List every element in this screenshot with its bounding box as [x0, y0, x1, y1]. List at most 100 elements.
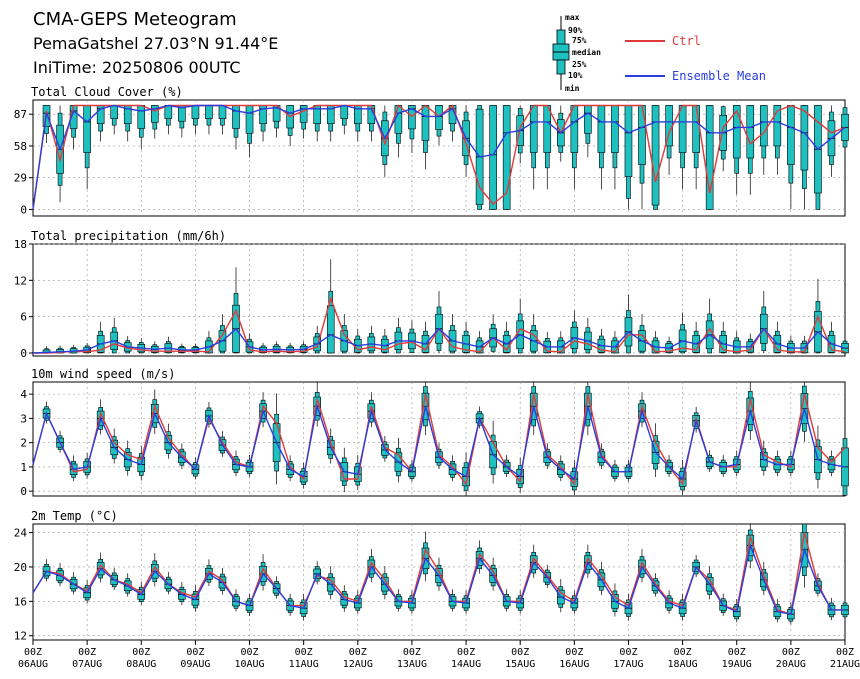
panel-title: Total Cloud Cover (%) — [31, 85, 183, 99]
ensemble-box — [164, 105, 173, 135]
box-inner — [692, 105, 700, 153]
y-tick-label: 0 — [20, 203, 27, 216]
panel-3: 2m Temp (°C) 12 16 20 24 — [14, 509, 849, 643]
ensemble-box — [705, 105, 714, 210]
ensemble-box — [408, 320, 416, 353]
ensemble-box — [705, 298, 714, 354]
init-time-label: IniTime: 20250806 00UTC — [33, 58, 241, 77]
ensemble-box — [272, 393, 281, 485]
ensemble-box — [259, 105, 267, 142]
box-inner — [435, 105, 443, 130]
ensemble-box — [841, 417, 849, 496]
legend-mean-label: Ensemble Mean — [672, 69, 766, 83]
panel-title: 2m Temp (°C) — [31, 509, 118, 523]
location-label: PemaGatshel 27.03°N 91.44°E — [33, 34, 278, 53]
ensemble-box — [56, 105, 64, 203]
x-tick-hour: 00Z — [619, 647, 637, 658]
x-tick-date: 06AUG — [18, 659, 48, 670]
y-tick-label: 24 — [14, 527, 28, 540]
ensemble-box — [556, 455, 565, 482]
x-tick-date: 17AUG — [613, 659, 643, 670]
ensemble-box — [759, 105, 768, 175]
x-tick-date: 20AUG — [776, 659, 806, 670]
panel-title: 10m wind speed (m/s) — [31, 367, 176, 381]
ensemble-box — [814, 425, 822, 489]
box-inner — [543, 105, 552, 153]
ensemble-box — [435, 105, 443, 146]
legend-p90: 90% — [568, 26, 583, 35]
ensemble-box — [367, 325, 376, 354]
ensemble-mean-line — [32, 543, 845, 616]
ensemble-box — [435, 290, 443, 353]
y-tick-label: 0 — [20, 347, 27, 360]
ensemble-box — [353, 105, 362, 142]
ensemble-box — [421, 531, 430, 582]
legend-ctrl-label: Ctrl — [672, 34, 701, 48]
ensemble-box — [123, 335, 132, 354]
panel-frame — [32, 99, 846, 217]
ensemble-box — [272, 105, 281, 138]
ensemble-box — [611, 105, 619, 190]
x-tick-hour: 00Z — [403, 647, 421, 658]
x-tick-hour: 00Z — [186, 647, 204, 658]
box-inner — [624, 105, 633, 177]
y-tick-label: 20 — [14, 561, 27, 574]
x-tick-hour: 00Z — [241, 647, 259, 658]
y-tick-label: 3 — [20, 412, 27, 425]
legend-max: max — [565, 13, 580, 22]
x-tick-date: 08AUG — [126, 659, 156, 670]
x-tick-date: 10AUG — [234, 659, 264, 670]
legend-min: min — [565, 83, 580, 93]
ensemble-box — [394, 318, 403, 354]
x-tick-date: 11AUG — [289, 659, 319, 670]
x-tick-date: 07AUG — [72, 659, 102, 670]
box-inner — [705, 105, 714, 210]
ensemble-box — [624, 294, 633, 354]
ensemble-box — [83, 105, 91, 190]
box-inner — [137, 105, 146, 129]
box-inner — [164, 105, 173, 119]
ensemble-box — [651, 105, 660, 210]
box-inner — [421, 105, 430, 141]
box-inner — [245, 105, 254, 134]
y-tick-label: 58 — [14, 140, 27, 153]
x-tick-hour: 00Z — [457, 647, 475, 658]
ensemble-mean-line — [32, 327, 846, 354]
ensemble-box — [841, 335, 849, 354]
panel-title: Total precipitation (mm/6h) — [31, 229, 226, 243]
ensemble-box — [638, 314, 646, 354]
ensemble-box — [773, 321, 782, 354]
box-inner — [787, 105, 795, 165]
ensemble-box — [651, 423, 660, 477]
x-tick-hour: 00Z — [24, 647, 42, 658]
ensemble-mean-line — [32, 403, 846, 481]
ensemble-box — [787, 105, 795, 210]
ensemble-box — [732, 331, 741, 354]
ensemble-box — [232, 105, 240, 150]
box-inner — [800, 105, 809, 171]
ensemble-box — [570, 105, 579, 190]
legend-p25: 25% — [572, 60, 587, 69]
panels: Total Cloud Cover (%) 0 29 58 87 Total precip… — [14, 85, 849, 643]
y-tick-label: 1 — [20, 461, 27, 474]
ensemble-box — [678, 105, 687, 190]
y-tick-label: 87 — [14, 108, 27, 121]
ensemble-box — [759, 290, 768, 353]
ensemble-box — [746, 105, 755, 195]
ensemble-mean-line — [32, 104, 846, 210]
y-tick-label: 16 — [14, 595, 27, 608]
x-tick-date: 12AUG — [343, 659, 373, 670]
y-tick-label: 6 — [20, 311, 27, 324]
y-tick-label: 18 — [14, 238, 27, 251]
box-inner — [151, 105, 159, 123]
ensemble-box — [732, 105, 741, 195]
x-tick-hour: 00Z — [728, 647, 746, 658]
box-inner — [83, 105, 91, 153]
box-inner — [678, 105, 687, 153]
ensemble-box — [313, 105, 322, 142]
box-inner — [205, 105, 213, 119]
ensemble-box — [556, 579, 565, 613]
box-inner — [489, 105, 497, 210]
